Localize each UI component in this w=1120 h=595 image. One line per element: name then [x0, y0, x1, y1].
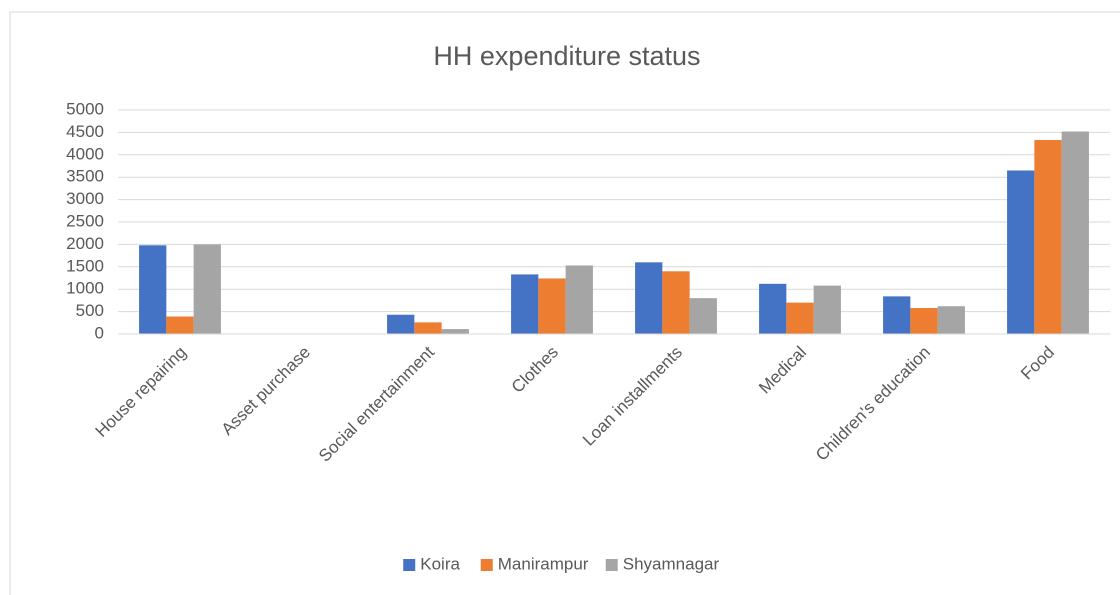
- y-tick-label: 500: [76, 301, 104, 320]
- bar: [387, 314, 415, 334]
- y-tick-label: 4500: [66, 122, 104, 141]
- bar: [166, 316, 194, 334]
- bar: [1061, 131, 1089, 334]
- bar: [1007, 170, 1035, 334]
- bar: [937, 306, 965, 334]
- bar: [786, 302, 814, 334]
- bar: [139, 245, 167, 334]
- bar: [1034, 140, 1062, 334]
- bar: [813, 285, 841, 334]
- bar: [511, 274, 539, 334]
- x-tick-label: Food: [1017, 343, 1058, 384]
- y-tick-label: 2000: [66, 234, 104, 253]
- y-tick-label: 4000: [66, 144, 104, 163]
- x-tick-label: Medical: [755, 343, 810, 398]
- x-tick-label: Children's education: [812, 343, 934, 465]
- bar: [662, 271, 690, 334]
- bar: [441, 329, 469, 334]
- x-tick-label: Loan installments: [579, 343, 686, 450]
- legend-swatch: [480, 559, 493, 571]
- legend-label: Shyamnagar: [623, 554, 720, 573]
- chart-title: HH expenditure status: [433, 41, 700, 71]
- legend-swatch: [403, 559, 416, 571]
- bar: [635, 262, 663, 334]
- y-tick-label: 2500: [66, 211, 104, 230]
- y-tick-label: 5000: [66, 99, 104, 118]
- chart-border: [9, 11, 1120, 595]
- y-tick-label: 1000: [66, 279, 104, 298]
- y-tick-label: 0: [95, 323, 104, 342]
- bar: [883, 296, 911, 334]
- bar: [538, 278, 566, 334]
- bar: [759, 283, 787, 334]
- bar: [689, 298, 717, 334]
- bar: [414, 322, 442, 334]
- x-tick-label: Clothes: [508, 343, 562, 397]
- y-tick-label: 1500: [66, 256, 104, 275]
- x-tick-label: Social entertainment: [315, 342, 438, 465]
- x-tick-label: House repairing: [92, 343, 190, 441]
- bar: [193, 244, 221, 334]
- bar: [910, 308, 938, 334]
- bar: [565, 265, 593, 334]
- legend-label: Manirampur: [498, 554, 589, 573]
- x-tick-label: Asset purchase: [218, 343, 314, 439]
- legend-label: Koira: [420, 554, 460, 573]
- y-tick-label: 3500: [66, 167, 104, 186]
- y-tick-label: 3000: [66, 189, 104, 208]
- legend-swatch: [605, 559, 618, 571]
